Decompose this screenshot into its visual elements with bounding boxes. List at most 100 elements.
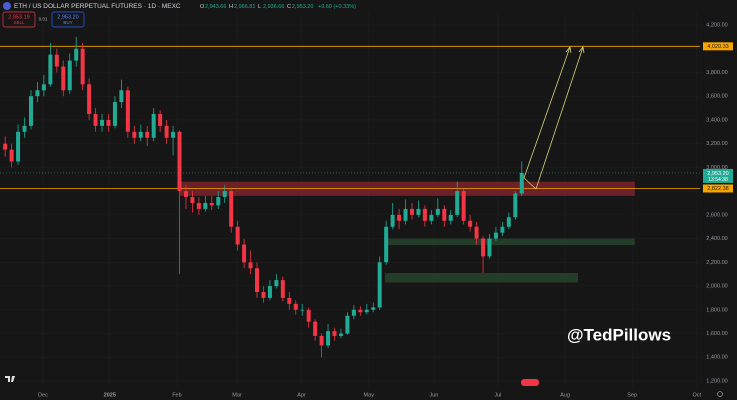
time-axis: Dec 2025 Feb Mar Apr May Jun Jul Aug Sep Oct xyxy=(38,392,701,398)
trade-buttons: 2,953.19 SELL 0.01 2,953.20 BUY xyxy=(2,11,85,28)
body xyxy=(112,102,117,126)
buy-button[interactable] xyxy=(51,11,85,28)
body xyxy=(306,309,311,322)
high: 2,966.81 xyxy=(234,4,255,10)
o-label: O xyxy=(200,4,205,10)
y-tick-label: 2,200.00 xyxy=(706,260,727,266)
y-tick-label: 1,800.00 xyxy=(706,307,727,313)
x-tick-label: Feb xyxy=(172,392,181,398)
c-label: C xyxy=(287,4,291,10)
settings-icon[interactable] xyxy=(717,391,723,397)
body xyxy=(416,208,421,215)
body xyxy=(351,309,356,316)
body xyxy=(28,96,33,126)
body xyxy=(93,114,98,126)
body xyxy=(242,244,247,263)
zone xyxy=(384,238,635,246)
arrow-head xyxy=(578,46,585,54)
body xyxy=(209,203,214,206)
body xyxy=(448,214,453,221)
x-tick-label: Mar xyxy=(232,392,242,398)
body xyxy=(35,90,40,97)
projection-line xyxy=(523,46,571,179)
arrow-head xyxy=(565,46,572,54)
body xyxy=(267,286,272,298)
body xyxy=(358,309,363,313)
logo-part xyxy=(11,376,15,382)
body xyxy=(397,214,402,221)
x-tick-label: Dec xyxy=(38,392,48,398)
x-tick-label: May xyxy=(364,392,375,398)
body xyxy=(384,226,389,263)
body xyxy=(100,119,105,126)
last-price-tag xyxy=(703,168,733,183)
body xyxy=(196,203,201,209)
watermark: @TedPillows xyxy=(567,325,671,344)
level-tag xyxy=(703,184,733,193)
y-tick-label: 2,400.00 xyxy=(706,236,727,242)
body xyxy=(435,208,440,215)
low: 2,936.66 xyxy=(263,4,284,10)
tv-logo xyxy=(5,376,15,382)
y-tick-label: 1,200.00 xyxy=(706,378,727,384)
y-tick-label: 4,200.00 xyxy=(706,22,727,28)
body xyxy=(164,125,169,138)
events-badge[interactable] xyxy=(521,379,539,386)
body xyxy=(442,208,447,221)
body xyxy=(106,119,111,126)
buy-price: 2,953.20 xyxy=(57,14,78,20)
body xyxy=(468,220,473,227)
x-tick-label: Apr xyxy=(297,392,306,398)
body xyxy=(493,232,498,239)
symbol-title: ETH / US DOLLAR PERPETUAL FUTURES · 1D ·… xyxy=(14,3,181,10)
body xyxy=(513,193,518,218)
body xyxy=(293,303,298,310)
body xyxy=(487,238,492,257)
body xyxy=(158,114,163,126)
projection-line xyxy=(523,177,537,190)
body xyxy=(332,331,337,336)
body xyxy=(41,84,46,91)
price-axis: 1,200.00 1,400.00 1,600.00 1,800.00 2,000.00… xyxy=(703,22,733,384)
body xyxy=(326,331,331,346)
body xyxy=(138,131,143,138)
projection xyxy=(523,46,585,190)
body xyxy=(9,149,14,162)
projection-line xyxy=(535,46,584,190)
last-price-label: 2,953.20 xyxy=(707,171,728,177)
y-tick-label: 3,600.00 xyxy=(706,94,727,100)
body xyxy=(145,131,150,138)
candles xyxy=(3,36,524,358)
body xyxy=(377,262,382,308)
body xyxy=(67,60,72,91)
body xyxy=(364,309,369,313)
body xyxy=(390,214,395,227)
body xyxy=(300,309,305,311)
sell-button[interactable] xyxy=(2,11,36,28)
body xyxy=(183,191,188,198)
y-tick-label: 2,000.00 xyxy=(706,284,727,290)
body xyxy=(3,143,8,150)
change: +9.60 (+0.33%) xyxy=(318,4,356,10)
body xyxy=(280,280,285,298)
sell-label: SELL xyxy=(13,20,25,25)
x-tick-label: Jun xyxy=(430,392,439,398)
x-tick-label: Oct xyxy=(692,392,701,398)
body xyxy=(48,54,53,85)
body xyxy=(500,226,505,233)
body xyxy=(248,262,253,269)
countdown: 13:54:38 xyxy=(708,177,728,183)
body xyxy=(481,238,486,257)
l-label: L xyxy=(258,4,261,10)
body xyxy=(506,217,511,227)
body xyxy=(255,268,260,292)
body xyxy=(319,335,324,346)
body xyxy=(16,131,21,162)
body xyxy=(119,90,124,103)
body xyxy=(87,84,92,114)
buy-label: BUY xyxy=(63,20,72,25)
y-tick-label: 1,600.00 xyxy=(706,331,727,337)
zone xyxy=(384,273,578,283)
body xyxy=(235,226,240,245)
